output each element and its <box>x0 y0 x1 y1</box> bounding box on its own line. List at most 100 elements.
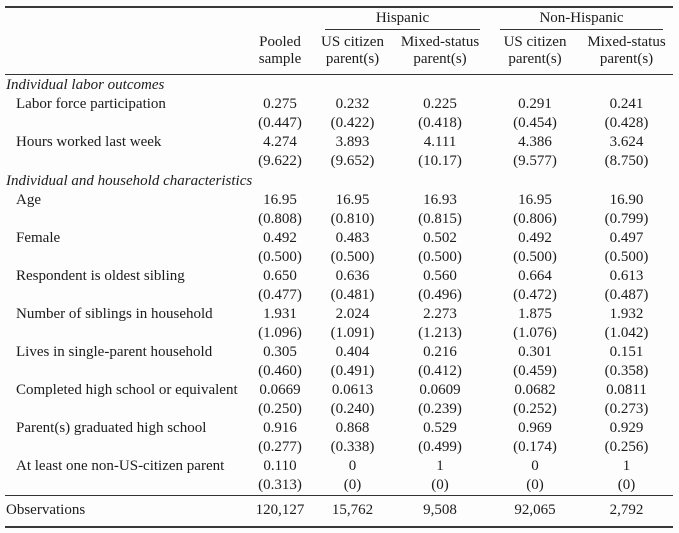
row-label-spacer <box>5 210 245 229</box>
sd-value: (0.491) <box>330 363 375 379</box>
stat-row-sd: (0.250) (0.240) (0.239) (0.252) (0.273) <box>5 400 673 419</box>
sd-value: (0.313) <box>258 477 302 493</box>
observations-value: 15,762 <box>315 495 390 528</box>
mean-value: 4.274 <box>263 134 297 150</box>
sd-value: (0.459) <box>513 363 557 379</box>
sd-value: (0.806) <box>513 211 557 227</box>
mean-value: 0.0682 <box>514 382 556 398</box>
row-label-spacer <box>5 324 245 343</box>
sd-value: (0.358) <box>604 363 649 379</box>
sd-value: (8.750) <box>604 153 649 169</box>
row-label: Lives in single-parent household <box>16 344 213 360</box>
table-header: Hispanic Non-Hispanic Pooled sample US c… <box>5 7 674 75</box>
mean-value: 2.273 <box>423 306 457 322</box>
mean-value: 0.483 <box>335 230 370 246</box>
table-body: Individual labor outcomes Labor force par… <box>5 75 673 496</box>
mean-value: 0.529 <box>423 420 457 436</box>
row-label-spacer <box>5 400 245 419</box>
mean-value: 0.868 <box>335 420 370 436</box>
stat-row-sd: (0.447) (0.422) (0.418) (0.454) (0.428) <box>5 114 673 133</box>
mean-value: 0.664 <box>518 268 552 284</box>
stat-row-sd: (0.477) (0.481) (0.496) (0.472) (0.487) <box>5 286 673 305</box>
column-header-hispanic-us-citizen: US citizen parent(s) <box>315 30 390 75</box>
stat-row-mean: Completed high school or equivalent 0.066… <box>5 381 673 400</box>
row-label-spacer <box>5 152 245 171</box>
mean-value: 1.932 <box>609 306 644 322</box>
mean-value: 0.650 <box>263 268 297 284</box>
mean-value: 2.024 <box>335 306 370 322</box>
stat-row-mean: Female 0.492 0.483 0.502 0.492 0.497 <box>5 229 673 248</box>
row-label-column-spacer <box>5 30 245 75</box>
sd-value: (0) <box>431 477 449 493</box>
mean-value: 0.232 <box>335 96 370 112</box>
mean-value: 0.0613 <box>331 382 374 398</box>
mean-value: 1 <box>622 458 631 474</box>
header-spacer <box>5 7 315 30</box>
stat-row-sd: (9.622) (9.652) (10.17) (9.577) (8.750) <box>5 152 673 171</box>
group-header-hispanic: Hispanic <box>315 7 490 30</box>
sd-value: (0.174) <box>513 439 557 455</box>
sd-value: (0.499) <box>418 439 462 455</box>
sd-value: (9.577) <box>513 153 557 169</box>
sd-value: (0.799) <box>604 211 649 227</box>
observations-label: Observations <box>5 495 245 528</box>
summary-statistics-table: Hispanic Non-Hispanic Pooled sample US c… <box>5 6 674 528</box>
mean-value: 0.0609 <box>419 382 461 398</box>
mean-value: 16.93 <box>423 192 457 208</box>
table-footer: Observations 120,127 15,762 9,508 92,065… <box>5 495 674 528</box>
row-label-spacer <box>5 362 245 381</box>
sd-value: (0) <box>617 477 636 493</box>
row-label: Hours worked last week <box>16 134 162 150</box>
mean-value: 0.929 <box>609 420 644 436</box>
mean-value: 0.225 <box>423 96 457 112</box>
stat-row-mean: Number of siblings in household 1.931 2.02… <box>5 305 673 324</box>
sd-value: (0.240) <box>330 401 375 417</box>
mean-value: 16.90 <box>609 192 644 208</box>
mean-value: 0.492 <box>263 230 297 246</box>
sd-value: (0.500) <box>418 249 462 265</box>
mean-value: 0 <box>348 458 357 474</box>
mean-value: 4.111 <box>423 134 457 150</box>
sd-value: (0.500) <box>330 249 375 265</box>
sd-value: (0.273) <box>604 401 649 417</box>
sd-value: (0.418) <box>418 115 462 131</box>
stat-row-sd: (0.500) (0.500) (0.500) (0.500) (0.500) <box>5 248 673 267</box>
mean-value: 0.110 <box>263 458 297 474</box>
section-title: Individual labor outcomes <box>6 77 165 93</box>
mean-value: 0 <box>531 458 539 474</box>
mean-value: 16.95 <box>335 192 370 208</box>
sd-value: (0.500) <box>513 249 557 265</box>
sd-value: (0.422) <box>330 115 375 131</box>
row-label: At least one non-US-citizen parent <box>16 458 225 474</box>
stat-row-mean: Lives in single-parent household 0.305 0.4… <box>5 343 673 362</box>
sd-value: (1.042) <box>604 325 649 341</box>
sd-value: (1.096) <box>258 325 302 341</box>
sd-value: (0.810) <box>330 211 375 227</box>
row-label: Labor force participation <box>16 96 166 112</box>
row-label-spacer <box>5 476 245 496</box>
sd-value: (0.487) <box>604 287 649 303</box>
sd-value: (1.091) <box>330 325 375 341</box>
mean-value: 0.497 <box>609 230 644 246</box>
column-header-row: Pooled sample US citizen parent(s) Mixed… <box>5 30 674 75</box>
mean-value: 0.916 <box>263 420 297 436</box>
row-label: Female <box>16 230 61 246</box>
mean-value: 3.893 <box>335 134 370 150</box>
section-row: Individual and household characteristics <box>5 171 673 191</box>
mean-value: 0.151 <box>609 344 644 360</box>
stat-row-mean: Labor force participation 0.275 0.232 0.225… <box>5 95 673 114</box>
section-title: Individual and household characteristics <box>6 173 253 189</box>
sd-value: (9.652) <box>330 153 375 169</box>
column-header-non-hispanic-mixed-status: Mixed-status parent(s) <box>580 30 674 75</box>
stat-row-mean: Hours worked last week 4.274 3.893 4.111 4.3… <box>5 133 673 152</box>
sd-value: (0.500) <box>604 249 649 265</box>
sd-value: (9.622) <box>258 153 302 169</box>
sd-value: (0.239) <box>418 401 462 417</box>
row-label-spacer <box>5 114 245 133</box>
row-label-spacer <box>5 438 245 457</box>
mean-value: 0.969 <box>518 420 552 436</box>
mean-value: 3.624 <box>609 134 644 150</box>
stat-row-mean: At least one non-US-citizen parent 0.110 0… <box>5 457 673 476</box>
observations-value: 92,065 <box>490 495 581 528</box>
sd-value: (0.454) <box>513 115 557 131</box>
